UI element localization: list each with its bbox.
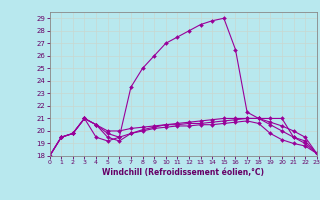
X-axis label: Windchill (Refroidissement éolien,°C): Windchill (Refroidissement éolien,°C) bbox=[102, 168, 264, 177]
